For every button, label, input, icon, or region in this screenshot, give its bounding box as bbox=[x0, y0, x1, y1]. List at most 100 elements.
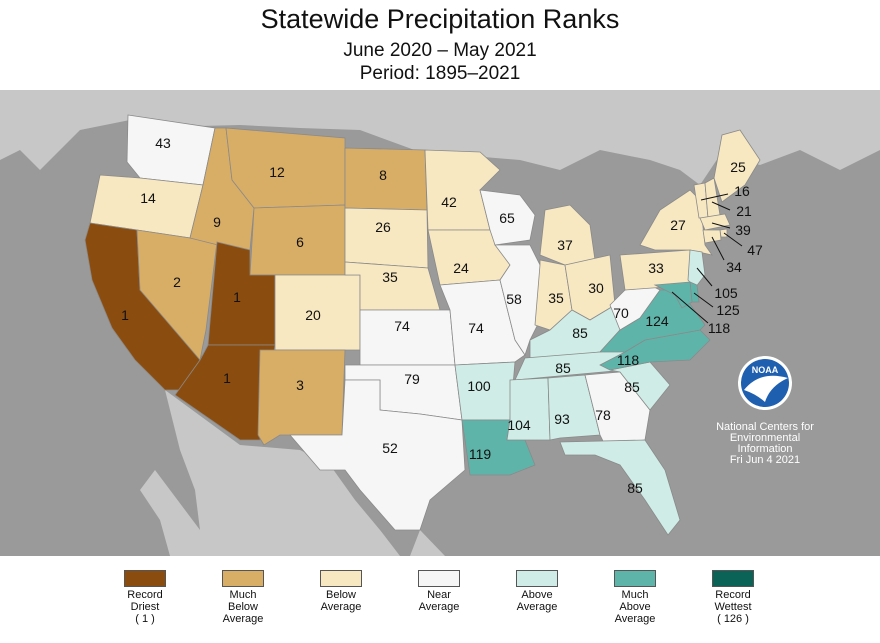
legend-swatch bbox=[712, 570, 754, 587]
rank-label-wy: 6 bbox=[296, 234, 304, 250]
rank-label-mo: 74 bbox=[468, 320, 484, 336]
rank-label-nd: 8 bbox=[379, 167, 387, 183]
rank-label-ct: 34 bbox=[726, 259, 742, 275]
canada-land bbox=[0, 90, 880, 185]
legend-label: Average bbox=[418, 601, 460, 613]
rank-label-mn: 42 bbox=[441, 194, 457, 210]
legend-label: Below bbox=[228, 601, 258, 613]
legend-label: Below bbox=[326, 589, 356, 601]
mexico-land-east bbox=[410, 530, 445, 556]
state-ny bbox=[639, 189, 713, 256]
rank-label-nj: 105 bbox=[714, 285, 738, 301]
rank-label-nh: 21 bbox=[736, 203, 752, 219]
rank-label-ca: 1 bbox=[121, 307, 129, 323]
state-sd bbox=[344, 207, 429, 269]
leader-line-nh bbox=[711, 201, 731, 211]
legend-label: Much bbox=[621, 589, 649, 601]
state-ct bbox=[702, 229, 722, 244]
legend-swatch bbox=[124, 570, 166, 587]
legend-item-much-below: Much Below Average bbox=[198, 570, 288, 625]
rank-label-sc: 85 bbox=[624, 379, 640, 395]
rank-label-nm: 3 bbox=[296, 377, 304, 393]
rank-label-ms: 104 bbox=[507, 417, 531, 433]
rank-label-ma: 39 bbox=[735, 222, 751, 238]
rank-label-de: 125 bbox=[716, 302, 740, 318]
state-ri bbox=[719, 228, 728, 238]
legend-label: Above bbox=[619, 601, 651, 613]
rank-label-co: 20 bbox=[305, 307, 321, 323]
leader-line-de bbox=[693, 292, 714, 308]
leader-line-nj bbox=[696, 267, 713, 287]
precipitation-map: 4314129126112038263574795242247410011965… bbox=[0, 90, 880, 556]
rank-label-ri: 47 bbox=[747, 242, 763, 258]
legend-label: Record bbox=[127, 589, 163, 601]
base-period-subtitle: Period: 1895–2021 bbox=[359, 63, 521, 84]
rank-label-or: 14 bbox=[140, 190, 156, 206]
rank-label-sd: 26 bbox=[375, 219, 391, 235]
noaa-logo-text: NOAA bbox=[752, 365, 779, 375]
rank-label-vt: 16 bbox=[734, 183, 750, 199]
legend-swatch bbox=[320, 570, 362, 587]
state-nj bbox=[687, 249, 706, 289]
legend-swatch bbox=[222, 570, 264, 587]
rank-label-ne: 35 bbox=[382, 269, 398, 285]
rank-label-me: 25 bbox=[730, 159, 746, 175]
legend-label: Driest bbox=[130, 601, 160, 613]
leader-line-vt bbox=[700, 193, 729, 201]
state-tx bbox=[289, 379, 466, 531]
rank-label-tx: 52 bbox=[382, 440, 398, 456]
rank-label-wv: 70 bbox=[613, 305, 629, 321]
rank-label-wa: 43 bbox=[155, 135, 171, 151]
rank-label-ar: 100 bbox=[467, 378, 491, 394]
rank-label-la: 119 bbox=[469, 446, 492, 462]
legend-swatch bbox=[614, 570, 656, 587]
legend-item-above: Above Average bbox=[492, 570, 582, 613]
legend-label: Near bbox=[427, 589, 451, 601]
legend-item-much-above: Much Above Average bbox=[590, 570, 680, 625]
rank-label-in: 35 bbox=[548, 290, 564, 306]
credit-line: National Centers for bbox=[716, 421, 814, 433]
state-me bbox=[713, 129, 761, 203]
legend-label: Average bbox=[222, 613, 264, 625]
legend-label: Record bbox=[715, 589, 751, 601]
rank-label-nc: 118 bbox=[617, 352, 640, 368]
rank-label-mi: 37 bbox=[557, 237, 573, 253]
rank-label-pa: 33 bbox=[648, 260, 664, 276]
legend: Record Driest( 1 ) Much Below Average Below Av… bbox=[0, 562, 880, 643]
period-subtitle: June 2020 – May 2021 bbox=[343, 40, 537, 61]
state-il bbox=[494, 244, 541, 356]
rank-label-il: 58 bbox=[506, 291, 522, 307]
legend-swatch bbox=[516, 570, 558, 587]
legend-label: ( 126 ) bbox=[717, 613, 749, 625]
rank-label-md: 118 bbox=[708, 320, 731, 336]
state-wi bbox=[479, 189, 536, 246]
rank-label-tn: 85 bbox=[555, 360, 571, 376]
rank-label-ny: 27 bbox=[670, 217, 686, 233]
legend-item-below: Below Average bbox=[296, 570, 386, 613]
legend-swatch bbox=[418, 570, 460, 587]
noaa-bird-icon bbox=[744, 375, 788, 402]
state-nm bbox=[257, 349, 346, 446]
rank-label-ky: 85 bbox=[572, 325, 588, 341]
rank-label-ok: 79 bbox=[404, 371, 420, 387]
rank-label-mt: 12 bbox=[269, 164, 285, 180]
legend-label: Much bbox=[229, 589, 257, 601]
credit-line: Environmental bbox=[730, 432, 800, 444]
legend-item-near: Near Average bbox=[394, 570, 484, 613]
rank-label-ga: 78 bbox=[595, 407, 611, 423]
leader-line-md bbox=[671, 291, 709, 324]
legend-label: Wettest bbox=[714, 601, 752, 613]
legend-item-record-driest: Record Driest( 1 ) bbox=[100, 570, 190, 625]
rank-label-oh: 30 bbox=[588, 280, 604, 296]
rank-label-va: 124 bbox=[645, 313, 669, 329]
leader-line-ma bbox=[711, 222, 731, 229]
legend-label: ( 1 ) bbox=[135, 613, 155, 625]
rank-label-az: 1 bbox=[223, 370, 231, 386]
mexico-land bbox=[140, 390, 400, 556]
legend-item-record-wettest: Record Wettest( 126 ) bbox=[688, 570, 778, 625]
rank-label-al: 93 bbox=[554, 411, 570, 427]
state-fl bbox=[559, 439, 681, 536]
state-al bbox=[547, 374, 601, 441]
rank-label-wi: 65 bbox=[499, 210, 515, 226]
legend-label: Average bbox=[516, 601, 558, 613]
